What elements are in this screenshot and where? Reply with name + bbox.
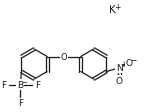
Text: +: +: [115, 2, 121, 11]
Text: K: K: [109, 5, 116, 15]
Text: F: F: [35, 80, 40, 89]
Text: O: O: [61, 53, 67, 61]
Text: −: −: [131, 56, 137, 64]
Text: F: F: [18, 98, 23, 107]
Text: N: N: [116, 63, 123, 72]
Text: +: +: [121, 60, 127, 69]
Text: F: F: [1, 80, 6, 89]
Text: O: O: [116, 76, 123, 85]
Text: B: B: [17, 80, 24, 89]
Text: O: O: [126, 58, 133, 67]
Text: −: −: [21, 79, 27, 85]
